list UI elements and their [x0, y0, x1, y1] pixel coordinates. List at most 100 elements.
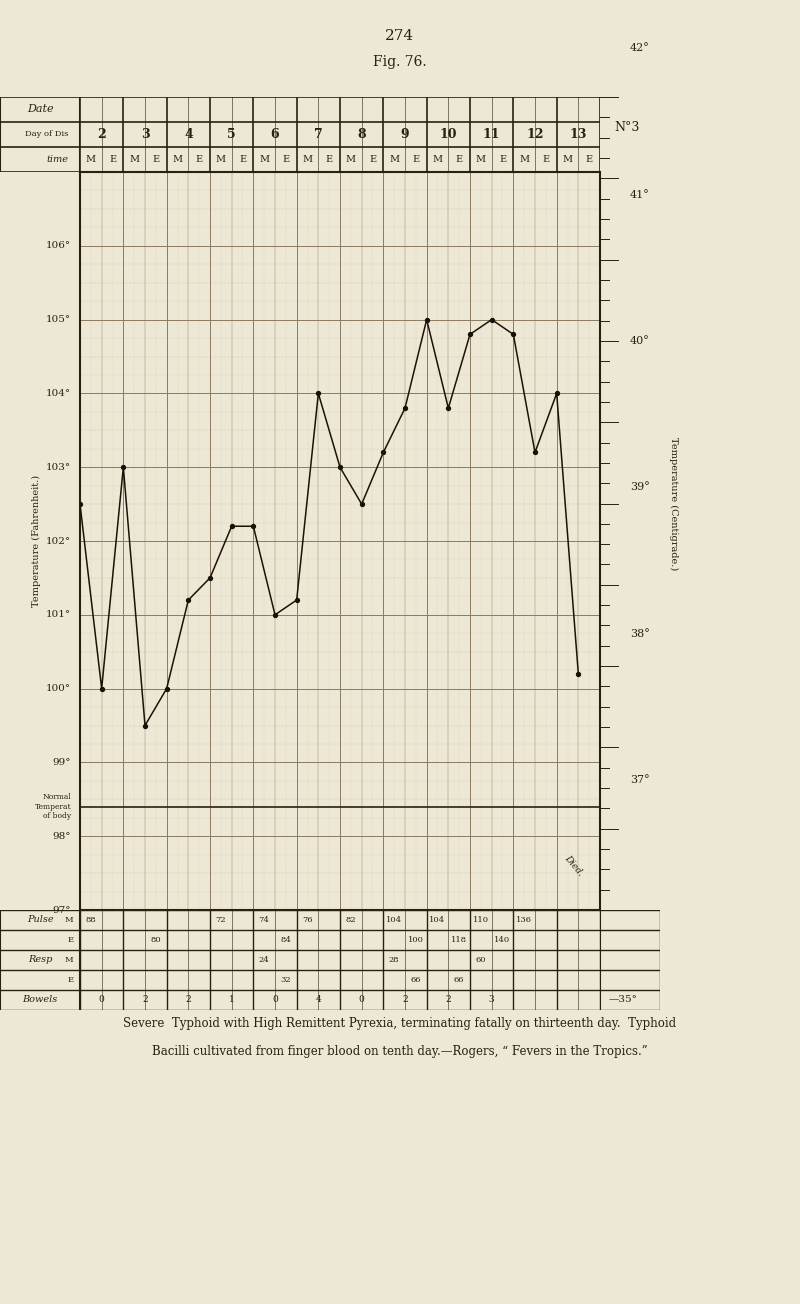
Text: E: E — [369, 155, 376, 164]
Text: time: time — [46, 155, 68, 164]
Text: 10: 10 — [439, 128, 457, 141]
Text: N°3: N°3 — [614, 121, 640, 134]
Text: 101°: 101° — [46, 610, 71, 619]
Point — [377, 442, 390, 463]
Point — [529, 442, 542, 463]
Text: 2: 2 — [446, 995, 451, 1004]
Text: 274: 274 — [386, 29, 414, 43]
Text: Date: Date — [26, 104, 54, 115]
Point — [203, 567, 216, 588]
Text: 84: 84 — [280, 936, 291, 944]
Text: 38°: 38° — [630, 629, 650, 639]
Text: E: E — [542, 155, 550, 164]
Text: Pulse: Pulse — [26, 915, 54, 925]
Text: M: M — [65, 915, 74, 925]
Text: M: M — [562, 155, 573, 164]
Text: E: E — [239, 155, 246, 164]
Text: E: E — [196, 155, 202, 164]
Text: M: M — [519, 155, 530, 164]
Point — [117, 456, 130, 477]
Text: M: M — [302, 155, 313, 164]
Text: E: E — [152, 155, 159, 164]
Text: E: E — [456, 155, 462, 164]
Text: Died.: Died. — [562, 854, 586, 878]
Point — [486, 309, 498, 330]
Text: Temperature (Fahrenheit.): Temperature (Fahrenheit.) — [32, 475, 42, 608]
Point — [95, 678, 108, 699]
Text: 0: 0 — [272, 995, 278, 1004]
Text: 72: 72 — [215, 915, 226, 925]
Point — [572, 664, 585, 685]
Text: 13: 13 — [570, 128, 587, 141]
Point — [334, 456, 346, 477]
Text: 11: 11 — [483, 128, 501, 141]
Point — [550, 383, 563, 404]
Text: 100: 100 — [408, 936, 424, 944]
Text: 110: 110 — [473, 915, 489, 925]
Text: 24: 24 — [258, 956, 270, 964]
Point — [507, 323, 520, 344]
Text: 37°: 37° — [630, 775, 650, 785]
Text: E: E — [412, 155, 419, 164]
Text: E: E — [326, 155, 333, 164]
Text: 2: 2 — [186, 995, 191, 1004]
Point — [290, 589, 303, 610]
Text: 66: 66 — [410, 975, 421, 985]
Text: M: M — [259, 155, 270, 164]
Text: 2: 2 — [142, 995, 148, 1004]
Text: 6: 6 — [270, 128, 279, 141]
Point — [182, 589, 194, 610]
Point — [269, 604, 282, 625]
Text: 104°: 104° — [46, 389, 71, 398]
Text: Normal
Temperat
of body: Normal Temperat of body — [34, 793, 71, 820]
Text: M: M — [476, 155, 486, 164]
Text: E: E — [67, 936, 74, 944]
Text: 2: 2 — [402, 995, 408, 1004]
Text: Temperature (Centigrade.): Temperature (Centigrade.) — [670, 437, 678, 570]
Text: M: M — [346, 155, 356, 164]
Text: 32: 32 — [281, 975, 291, 985]
Text: 100°: 100° — [46, 685, 71, 694]
Text: M: M — [86, 155, 96, 164]
Text: 136: 136 — [516, 915, 532, 925]
Text: Bacilli cultivated from finger blood on tenth day.—Rogers, “ Fevers in the Tropi: Bacilli cultivated from finger blood on … — [152, 1046, 648, 1059]
Point — [247, 516, 260, 537]
Point — [398, 398, 411, 419]
Text: 140: 140 — [494, 936, 510, 944]
Text: 99°: 99° — [53, 758, 71, 767]
Text: 76: 76 — [302, 915, 313, 925]
Point — [74, 494, 86, 515]
Text: 74: 74 — [258, 915, 270, 925]
Text: E: E — [67, 975, 74, 985]
Text: Day of Dis: Day of Dis — [25, 130, 68, 138]
Text: 103°: 103° — [46, 463, 71, 472]
Point — [226, 516, 238, 537]
Text: 0: 0 — [358, 995, 365, 1004]
Text: M: M — [65, 956, 74, 964]
Text: Severe  Typhoid with High Remittent Pyrexia, terminating fatally on thirteenth d: Severe Typhoid with High Remittent Pyrex… — [123, 1017, 677, 1030]
Text: M: M — [389, 155, 399, 164]
Text: 97°: 97° — [53, 905, 71, 914]
Text: M: M — [216, 155, 226, 164]
Point — [420, 309, 433, 330]
Text: 1: 1 — [229, 995, 234, 1004]
Text: 42°: 42° — [630, 43, 650, 53]
Text: E: E — [499, 155, 506, 164]
Text: —35°: —35° — [609, 995, 638, 1004]
Text: 5: 5 — [227, 128, 236, 141]
Text: Bowels: Bowels — [22, 995, 58, 1004]
Text: 105°: 105° — [46, 316, 71, 325]
Text: 82: 82 — [346, 915, 356, 925]
Text: 7: 7 — [314, 128, 322, 141]
Point — [138, 715, 151, 735]
Text: 0: 0 — [98, 995, 105, 1004]
Text: M: M — [129, 155, 139, 164]
Text: 28: 28 — [389, 956, 399, 964]
Text: Fig. 76.: Fig. 76. — [373, 55, 427, 69]
Text: E: E — [109, 155, 116, 164]
Text: E: E — [282, 155, 290, 164]
Text: 66: 66 — [454, 975, 465, 985]
Point — [463, 323, 476, 344]
Text: 4: 4 — [315, 995, 322, 1004]
Text: 118: 118 — [451, 936, 467, 944]
